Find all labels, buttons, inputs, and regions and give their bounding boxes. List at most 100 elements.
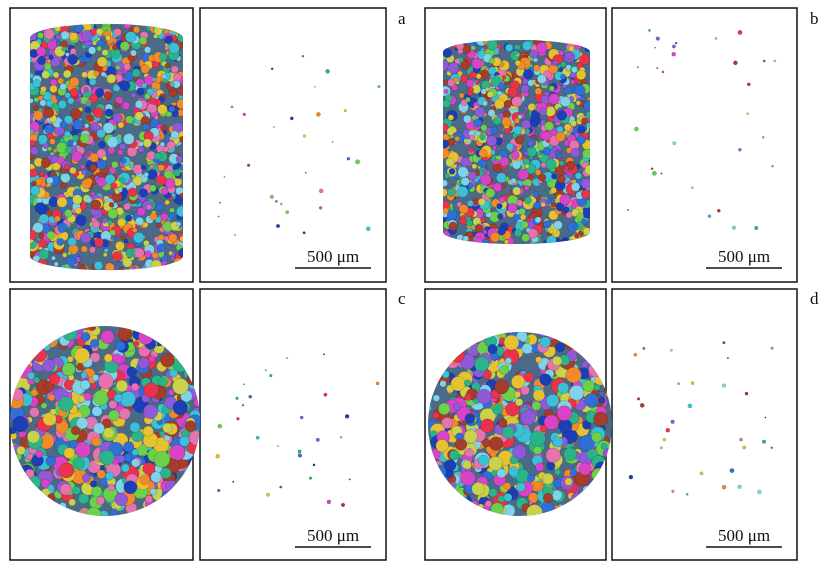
particle [111, 183, 118, 190]
particle [472, 58, 483, 69]
particle [114, 28, 122, 36]
particle [465, 448, 474, 457]
particle [112, 45, 117, 50]
particle [451, 376, 466, 391]
particle [115, 189, 120, 194]
particle [71, 426, 80, 435]
particle [90, 339, 99, 348]
particle [144, 47, 151, 54]
particle [173, 73, 181, 81]
particle [65, 146, 72, 153]
particle [161, 353, 175, 367]
particle [147, 205, 152, 210]
particle [165, 46, 169, 50]
particle [169, 445, 185, 461]
particle [13, 416, 28, 431]
particle [144, 383, 159, 398]
particle [127, 147, 137, 157]
particle [542, 131, 552, 141]
particle [319, 189, 323, 193]
particle [366, 227, 370, 231]
particle [458, 167, 469, 178]
particle [128, 188, 137, 197]
particle [53, 72, 59, 78]
particle [303, 135, 306, 138]
particle [280, 203, 282, 205]
particle [316, 112, 320, 116]
particle [177, 222, 181, 226]
particle [90, 164, 97, 171]
particle [44, 29, 55, 40]
particle [575, 173, 582, 180]
particle [563, 131, 567, 135]
particle [150, 119, 159, 128]
particle [68, 140, 74, 146]
particle [637, 66, 639, 68]
particle [101, 72, 106, 77]
particle [161, 213, 169, 221]
particle [47, 177, 54, 184]
particle [533, 390, 545, 402]
particle [50, 85, 58, 93]
particle [666, 428, 670, 432]
particle [722, 485, 726, 489]
particle [514, 391, 520, 397]
particle [565, 52, 572, 59]
particle [527, 474, 535, 482]
particle [17, 446, 26, 455]
particle [144, 251, 151, 258]
particle [466, 220, 472, 226]
particle [133, 232, 144, 243]
particle [762, 440, 766, 444]
particle [486, 136, 497, 147]
particle [54, 216, 60, 222]
particle [601, 443, 607, 449]
particle [280, 486, 282, 488]
particle [102, 218, 107, 223]
particle [72, 151, 82, 161]
particle [529, 50, 538, 59]
particle [103, 253, 107, 257]
particle [513, 51, 518, 56]
particle [154, 116, 158, 120]
particle [81, 246, 88, 253]
particle [92, 437, 101, 446]
particle [477, 389, 492, 404]
particle [487, 91, 494, 98]
particle [566, 367, 582, 383]
particle [438, 403, 450, 415]
particle [515, 398, 523, 406]
particle [579, 463, 591, 475]
particle [112, 251, 122, 261]
particle [82, 474, 90, 482]
particle [133, 164, 143, 174]
particle [522, 78, 528, 84]
particle [120, 41, 129, 50]
particle [660, 447, 663, 450]
particle [516, 483, 525, 492]
particle [672, 45, 675, 48]
particle [33, 111, 43, 121]
particle [150, 488, 157, 495]
particle [443, 134, 450, 141]
particle [526, 218, 530, 222]
particle [378, 85, 381, 88]
particle [96, 28, 103, 35]
particle [249, 395, 252, 398]
particle [111, 509, 119, 517]
particle [455, 136, 460, 141]
particle [461, 100, 467, 106]
particle [341, 503, 345, 507]
particle [535, 88, 542, 95]
particle [525, 164, 529, 168]
particle [174, 169, 181, 176]
particle [579, 54, 589, 64]
particle [123, 258, 133, 268]
particle [89, 78, 96, 85]
particle [270, 195, 274, 199]
particle [508, 203, 518, 213]
particle [119, 143, 126, 150]
particle [44, 108, 54, 118]
particle [139, 37, 147, 45]
particle [70, 88, 78, 96]
